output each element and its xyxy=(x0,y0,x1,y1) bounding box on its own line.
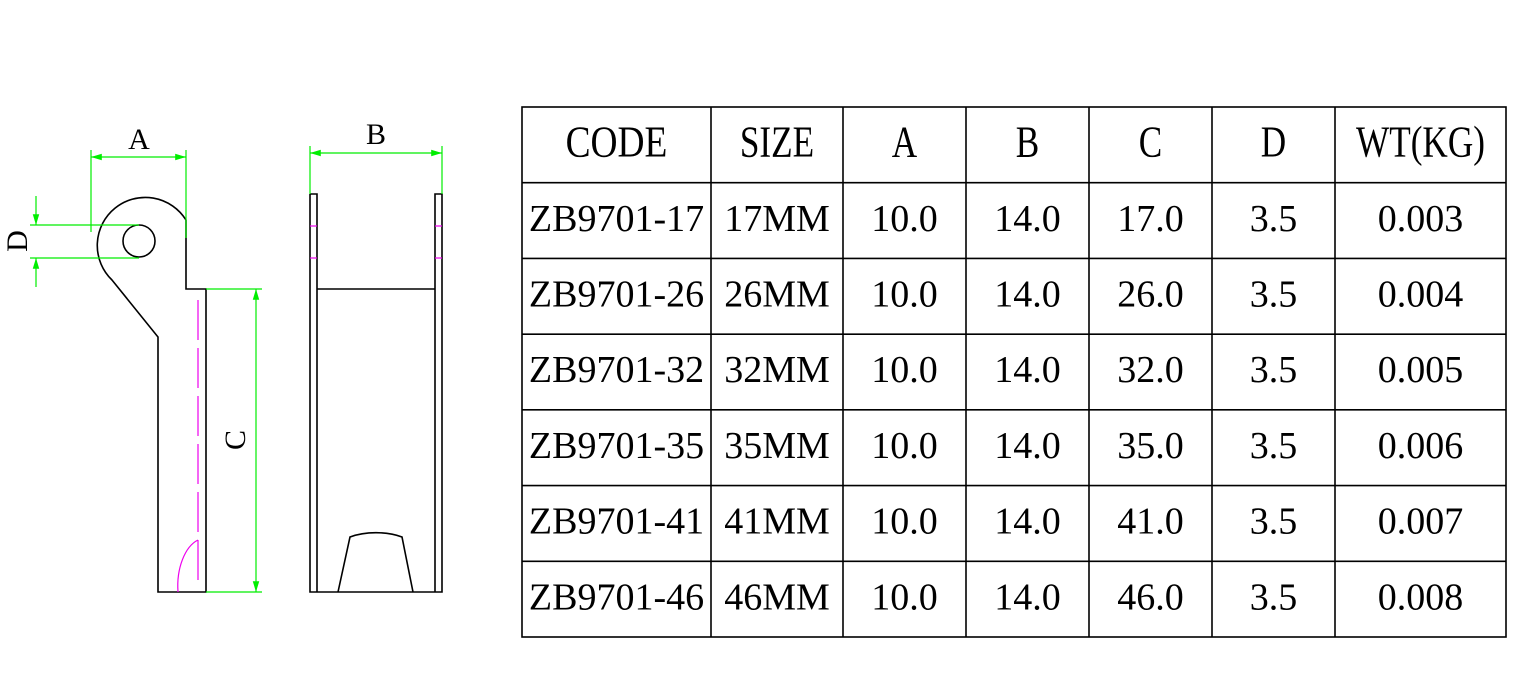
table-cell: 46MM xyxy=(724,576,830,618)
table-border xyxy=(521,106,1507,638)
header-cell: D xyxy=(1261,117,1286,167)
table-cell: 3.5 xyxy=(1250,274,1298,316)
table-cell: 0.006 xyxy=(1378,425,1464,467)
header-cell: CODE xyxy=(566,118,668,166)
table-cell: 17.0 xyxy=(1117,198,1184,240)
table-cell: 35MM xyxy=(724,425,830,467)
table-cell: 46.0 xyxy=(1117,576,1184,618)
table-cell: 10.0 xyxy=(871,576,938,618)
table-cell: 26.0 xyxy=(1117,274,1184,316)
side-view: A D C xyxy=(1,123,262,593)
table-cell: ZB9701-46 xyxy=(529,576,704,618)
table-cell: 10.0 xyxy=(871,198,938,240)
table-cell: 10.0 xyxy=(871,349,938,391)
table-cell: 17MM xyxy=(724,198,830,240)
table-cell: 10.0 xyxy=(871,501,938,543)
table-cell: 3.5 xyxy=(1250,198,1298,240)
table-cell: 26MM xyxy=(724,274,830,316)
table-cell: 3.5 xyxy=(1250,501,1298,543)
table-cell: 35.0 xyxy=(1117,425,1184,467)
header-cell: A xyxy=(892,117,918,167)
table-cell: ZB9701-35 xyxy=(529,425,704,467)
table-cell: 0.003 xyxy=(1378,198,1464,240)
dim-label: A xyxy=(128,123,150,156)
table-cell: ZB9701-26 xyxy=(529,274,704,316)
dim-label: D xyxy=(1,230,34,252)
header-cell: B xyxy=(1016,117,1039,167)
table-cell: 3.5 xyxy=(1250,576,1298,618)
table-cell: 0.004 xyxy=(1378,274,1464,316)
table-cell: 0.008 xyxy=(1378,576,1464,618)
table-cell: 10.0 xyxy=(871,274,938,316)
table-cell: 14.0 xyxy=(994,501,1061,543)
table-cell: 41MM xyxy=(724,501,830,543)
table-cell: 14.0 xyxy=(994,198,1061,240)
table-cell: 3.5 xyxy=(1250,425,1298,467)
dim-label: B xyxy=(366,118,386,151)
table-cell: 0.007 xyxy=(1378,501,1464,543)
front-view: B xyxy=(309,118,443,593)
table-cell: 41.0 xyxy=(1117,501,1184,543)
table-cell: 14.0 xyxy=(994,425,1061,467)
table-cell: 32MM xyxy=(724,349,830,391)
header-cell: SIZE xyxy=(740,117,814,167)
header-cell: C xyxy=(1139,117,1162,167)
header-cell: WT(KG) xyxy=(1356,117,1485,167)
table-cell: 14.0 xyxy=(994,349,1061,391)
spec-table: CODE SIZE A B C D WT(KG) ZB9701-17 17MM 10.0 14.0 1… xyxy=(521,106,1507,638)
table-cell: ZB9701-17 xyxy=(529,198,704,240)
table-cell: 14.0 xyxy=(994,274,1061,316)
table-cell: 3.5 xyxy=(1250,349,1298,391)
table-cell: ZB9701-32 xyxy=(529,349,704,391)
table-cell: 10.0 xyxy=(871,425,938,467)
table-cell: ZB9701-41 xyxy=(529,501,704,543)
table-cell: 14.0 xyxy=(994,576,1061,618)
table-cell: 0.005 xyxy=(1378,349,1464,391)
table-cell: 32.0 xyxy=(1117,349,1184,391)
dim-label: C xyxy=(219,430,252,450)
